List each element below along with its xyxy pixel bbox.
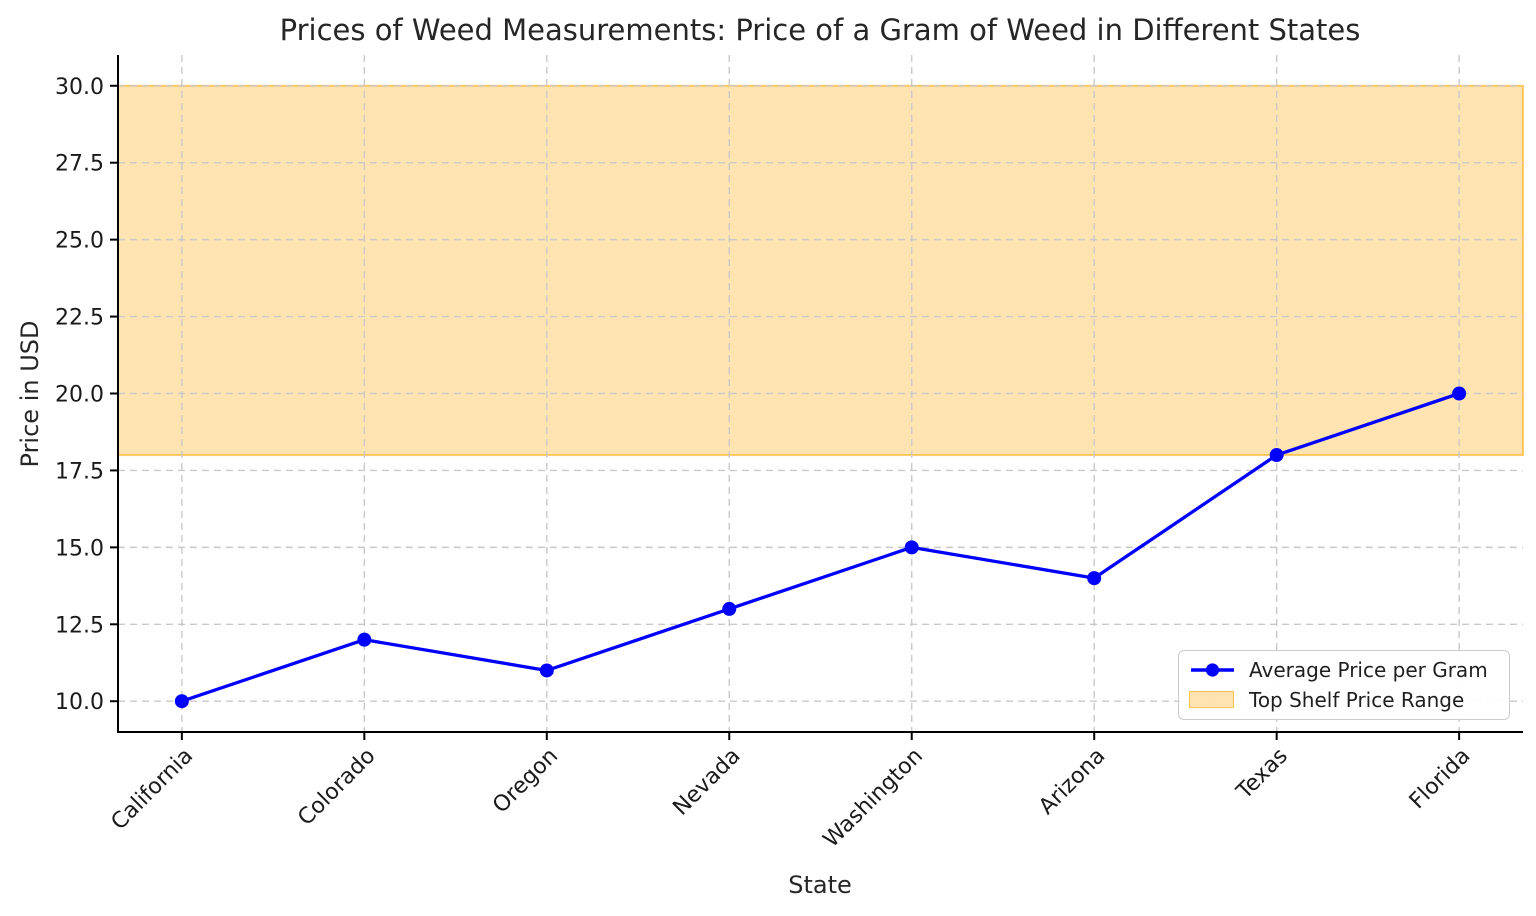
x-axis-label: State (788, 871, 852, 899)
y-tick-label: 25.0 (55, 229, 104, 254)
y-tick-label: 12.5 (55, 613, 104, 638)
x-tick-label: Texas (1232, 744, 1293, 805)
price-line (180, 391, 1461, 703)
data-point-florida (1452, 386, 1467, 401)
data-point-washington (904, 540, 919, 555)
band-swatch-icon (1189, 691, 1234, 709)
legend-label: Top Shelf Price Range (1249, 687, 1465, 712)
data-point-oregon (539, 663, 554, 678)
data-point-arizona (1087, 571, 1102, 586)
legend-band-sample (1189, 691, 1236, 709)
x-tick-label: Arizona (1034, 744, 1110, 820)
x-tick-label: Washington (819, 744, 928, 853)
data-point-nevada (722, 601, 737, 616)
legend: Average Price per Gram Top Shelf Price R… (1178, 650, 1510, 720)
y-tick-label: 10.0 (55, 690, 104, 715)
legend-item-top-shelf: Top Shelf Price Range (1189, 688, 1501, 712)
legend-item-average-price: Average Price per Gram (1189, 658, 1501, 682)
legend-line-marker-sample (1189, 661, 1236, 679)
chart-title: Prices of Weed Measurements: Price of a … (279, 13, 1361, 47)
top-shelf-band (117, 84, 1524, 457)
data-point-california (174, 694, 189, 709)
x-tick-label: California (107, 744, 199, 836)
x-tick-label: Colorado (293, 744, 380, 831)
y-tick-label: 17.5 (55, 459, 104, 484)
y-tick-label: 22.5 (55, 306, 104, 331)
y-tick-label: 30.0 (55, 75, 104, 100)
line-marker-icon (1191, 663, 1234, 677)
legend-label: Average Price per Gram (1249, 658, 1488, 683)
y-tick-label: 20.0 (55, 383, 104, 408)
x-tick-label: Oregon (488, 744, 563, 819)
x-tick-label: Nevada (668, 744, 745, 821)
x-tick-label: Florida (1405, 744, 1476, 815)
data-point-texas (1269, 448, 1284, 463)
data-point-colorado (357, 632, 372, 647)
y-tick-label: 15.0 (55, 536, 104, 561)
y-tick-label: 27.5 (55, 152, 104, 177)
y-axis-label: Price in USD (16, 320, 44, 468)
